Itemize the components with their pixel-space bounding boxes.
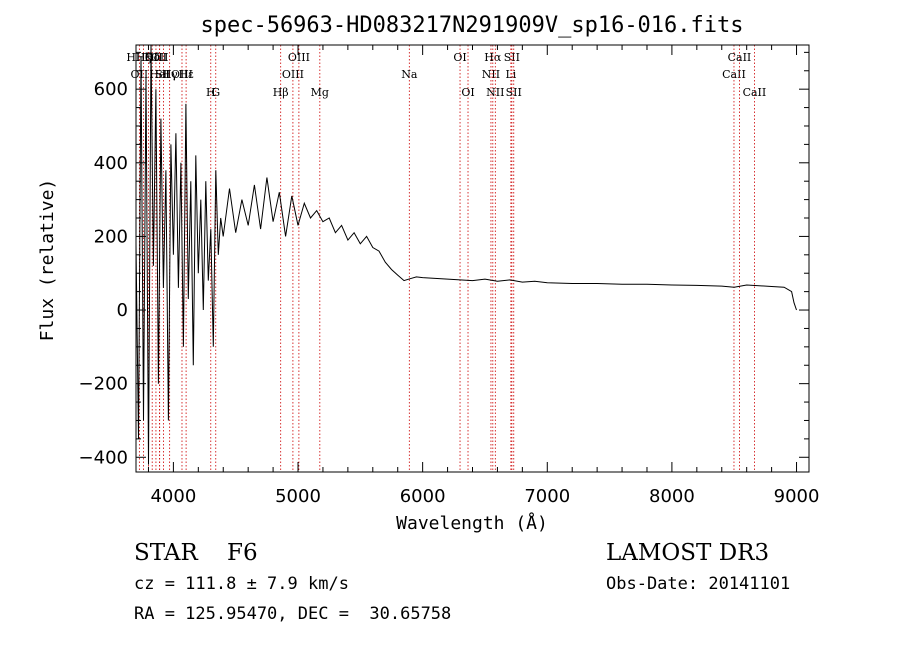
x-tick-label: 6000 (400, 486, 446, 507)
line-label-27: CaII (722, 68, 746, 81)
y-tick-label: 400 (94, 153, 128, 174)
spectrum-line (135, 44, 797, 465)
line-label-24: Li (505, 68, 516, 81)
line-label-15: OIII (282, 68, 304, 81)
line-label-16: OIII (288, 51, 310, 64)
y-tick-label: −200 (79, 374, 128, 395)
line-label-8: SII (155, 68, 171, 81)
line-label-29: CaII (743, 86, 767, 99)
redshift-cz: cz = 111.8 ± 7.9 km/s (134, 574, 349, 594)
plot-frame (135, 44, 810, 473)
line-label-17: Mg (311, 86, 329, 99)
line-label-26: SII (506, 86, 522, 99)
line-label-11: Hε (178, 68, 194, 81)
line-label-14: Hβ (273, 86, 289, 99)
line-label-21: NII (482, 68, 500, 81)
object-class: STAR F6 (134, 540, 258, 566)
y-tick-label: −400 (79, 447, 128, 468)
line-label-23: NII (486, 86, 504, 99)
line-label-7: HeI (149, 68, 169, 81)
x-tick-label: 8000 (649, 486, 695, 507)
line-label-19: OI (453, 51, 466, 64)
y-axis-label: Flux (relative) (37, 179, 58, 342)
spectrum-chart: spec-56963-HD083217N291909V_sp16-016.fit… (37, 13, 820, 534)
coordinates-ra-dec: RA = 125.95470, DEC = 30.65758 (134, 604, 452, 624)
line-label-13: G (211, 86, 220, 99)
line-label-6: OII (131, 68, 149, 81)
line-label-28: CaII (728, 51, 752, 64)
line-label-3: Hδ (144, 51, 161, 64)
x-tick-label: 7000 (524, 486, 570, 507)
axis-ticks: 4000 5000 6000 7000 8000 9000 −400 −200 0 200 400 6… (79, 45, 820, 507)
line-label-25: SII (504, 51, 520, 64)
x-tick-label: 4000 (150, 486, 196, 507)
line-label-20: OI (461, 86, 474, 99)
y-tick-label: 600 (94, 79, 128, 100)
line-label-12: H (206, 86, 216, 99)
line-label-22: Hα (484, 51, 502, 64)
x-axis-label: Wavelength (Å) (396, 512, 548, 534)
line-label-2: K (144, 51, 153, 64)
line-label-9: Hγ (162, 68, 179, 81)
observation-date: Obs-Date: 20141101 (606, 574, 791, 594)
y-tick-label: 200 (94, 226, 128, 247)
survey-name: LAMOST DR3 (606, 540, 770, 566)
line-label-5: OII (151, 51, 169, 64)
x-tick-label: 5000 (275, 486, 321, 507)
y-tick-label: 0 (117, 300, 128, 321)
line-label-18: Na (401, 68, 418, 81)
line-label-1: Hζ (136, 51, 152, 64)
line-label-10: OIII (171, 68, 193, 81)
x-tick-label: 9000 (774, 486, 820, 507)
chart-title: spec-56963-HD083217N291909V_sp16-016.fit… (200, 13, 743, 38)
